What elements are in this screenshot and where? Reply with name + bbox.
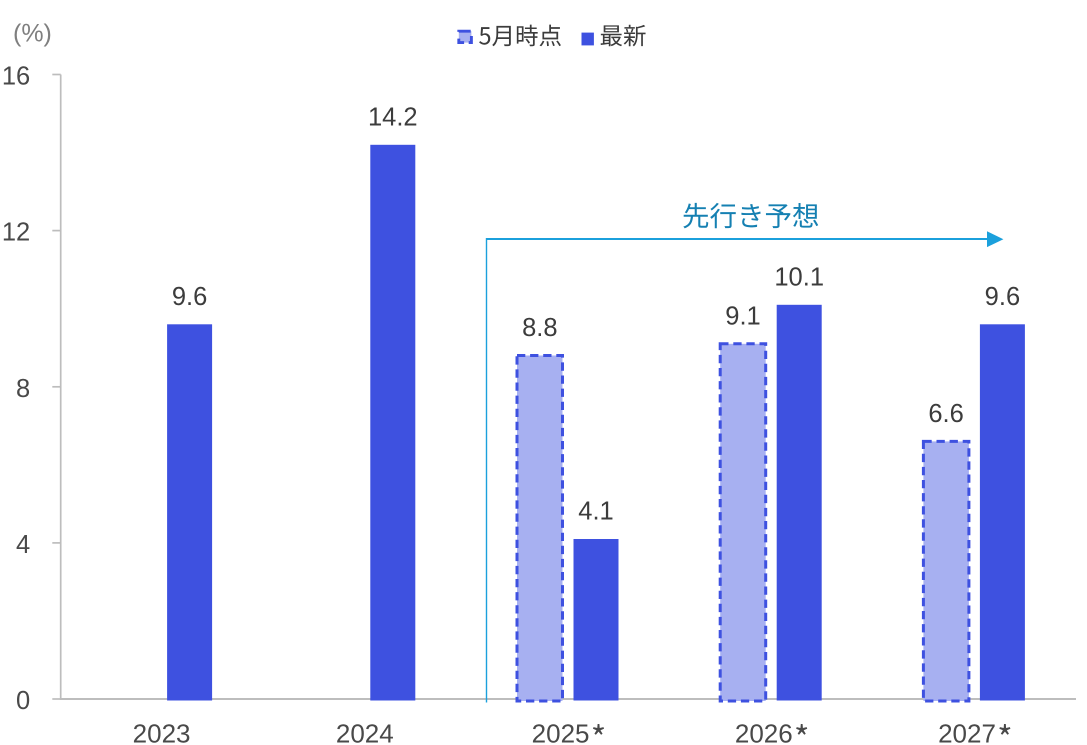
svg-text:2026: 2026 — [735, 719, 793, 745]
svg-text:2027: 2027 — [938, 719, 996, 745]
svg-text:8: 8 — [16, 375, 30, 403]
svg-text:12: 12 — [2, 219, 30, 247]
svg-text:6.6: 6.6 — [928, 400, 963, 428]
svg-text:2023: 2023 — [133, 719, 191, 745]
svg-text:14.2: 14.2 — [368, 104, 418, 132]
svg-text:2025: 2025 — [532, 719, 590, 745]
svg-text:0: 0 — [16, 687, 30, 715]
svg-text:9.1: 9.1 — [725, 303, 760, 331]
svg-text:(%): (%) — [13, 20, 52, 48]
svg-text:4.1: 4.1 — [578, 498, 613, 526]
svg-text:8.8: 8.8 — [522, 314, 557, 342]
svg-text:9.6: 9.6 — [172, 283, 207, 311]
svg-text:16: 16 — [2, 63, 30, 91]
svg-text:2024: 2024 — [336, 719, 394, 745]
svg-text:10.1: 10.1 — [774, 264, 824, 292]
svg-text:9.6: 9.6 — [985, 283, 1020, 311]
svg-text:4: 4 — [16, 531, 30, 559]
